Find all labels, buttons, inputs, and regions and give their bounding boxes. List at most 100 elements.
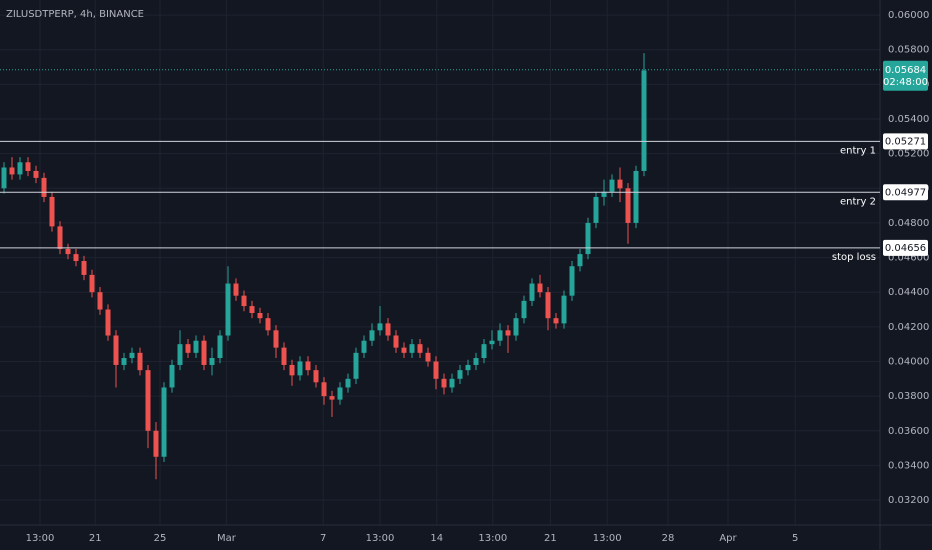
candle-body: [585, 222, 591, 255]
y-tick-label: 0.04600: [888, 253, 929, 264]
candle-body: [49, 196, 55, 227]
candle-body: [561, 295, 567, 324]
x-tick-label: 14: [430, 533, 443, 544]
candle-body: [361, 340, 367, 353]
candle-body: [249, 306, 255, 313]
candle-body: [129, 352, 135, 359]
candle-body: [545, 292, 551, 319]
y-tick-label: 0.03800: [888, 391, 929, 402]
candle-body: [121, 358, 127, 365]
candle-body: [609, 179, 615, 192]
candle-body: [97, 292, 103, 310]
y-tick-label: 0.04000: [888, 356, 929, 367]
level-price-label: 0.04977: [885, 187, 926, 198]
x-tick-label: 21: [544, 533, 557, 544]
candle-body: [241, 295, 247, 307]
candle-body: [113, 335, 119, 365]
candle-body: [473, 358, 479, 365]
candle-body: [17, 162, 23, 175]
x-tick-label: 13:00: [478, 533, 507, 544]
y-tick-label: 0.05800: [888, 45, 929, 56]
candle-body: [489, 340, 495, 345]
candle-body: [377, 323, 383, 331]
level-price-label: 0.04656: [885, 243, 926, 254]
candle-body: [185, 344, 191, 353]
candle-body: [297, 361, 303, 376]
candle-body: [537, 283, 543, 293]
candle-body: [465, 364, 471, 371]
x-tick-label: 28: [662, 533, 675, 544]
candle-body: [601, 191, 607, 197]
candle-body: [25, 162, 31, 171]
candle-body: [177, 344, 183, 365]
level-name: stop loss: [832, 252, 876, 263]
x-tick-label: 7: [320, 533, 326, 544]
candle-body: [345, 378, 351, 388]
candle-body: [329, 396, 335, 400]
level-price-label: 0.05271: [885, 136, 926, 147]
candle-body: [441, 378, 447, 388]
candle-body: [209, 358, 215, 365]
candle-body: [449, 378, 455, 388]
y-tick-label: 0.05400: [888, 114, 929, 125]
candle-body: [401, 347, 407, 353]
y-tick-label: 0.05200: [888, 149, 929, 160]
y-tick-label: 0.03200: [888, 495, 929, 506]
candle-body: [137, 352, 143, 371]
y-tick-label: 0.03600: [888, 426, 929, 437]
x-tick-label: Apr: [719, 533, 737, 544]
last-price-box: [883, 60, 928, 91]
candle-body: [593, 196, 599, 223]
last-price-label: 0.05684: [885, 65, 926, 76]
y-tick-label: 0.04200: [888, 322, 929, 333]
candle-body: [225, 283, 231, 336]
candle-body: [353, 352, 359, 379]
candle-body: [617, 179, 623, 189]
candle-body: [521, 300, 527, 319]
candle-body: [233, 283, 239, 296]
candle-body: [289, 364, 295, 376]
candle-body: [169, 364, 175, 388]
candle-body: [153, 430, 159, 457]
candle-body: [73, 254, 79, 262]
candle-body: [385, 323, 391, 336]
candle-body: [513, 318, 519, 336]
candle-body: [89, 274, 95, 293]
candle-body: [433, 361, 439, 379]
candle-body: [369, 330, 375, 341]
candle-body: [321, 382, 327, 397]
candle-body: [417, 344, 423, 353]
candle-body: [257, 312, 263, 319]
candle-body: [529, 283, 535, 301]
candle-body: [497, 330, 503, 341]
candle-body: [481, 344, 487, 359]
level-name: entry 2: [840, 196, 876, 207]
level-price-box: [883, 184, 928, 201]
candle-body: [425, 352, 431, 362]
x-tick-label: 13:00: [593, 533, 622, 544]
candle-body: [193, 340, 199, 353]
candle-body: [57, 226, 63, 249]
x-tick-label: 21: [89, 533, 102, 544]
candle-body: [105, 309, 111, 336]
x-tick-label: 5: [792, 533, 798, 544]
candle-body: [265, 318, 271, 331]
candle-body: [33, 170, 39, 178]
candle-body: [633, 170, 639, 223]
candle-body: [305, 361, 311, 371]
y-tick-label: 0.06000: [888, 10, 929, 21]
x-tick-label: 25: [154, 533, 167, 544]
level-name: entry 1: [840, 145, 876, 156]
candle-body: [273, 330, 279, 348]
x-tick-label: Mar: [217, 533, 237, 544]
candle-body: [81, 261, 87, 275]
candle-body: [457, 370, 463, 379]
x-tick-label: 13:00: [366, 533, 395, 544]
candle-body: [161, 387, 167, 457]
candle-body: [409, 344, 415, 353]
candle-body: [217, 335, 223, 359]
candle-body: [505, 330, 511, 336]
y-tick-label: 0.03400: [888, 460, 929, 471]
